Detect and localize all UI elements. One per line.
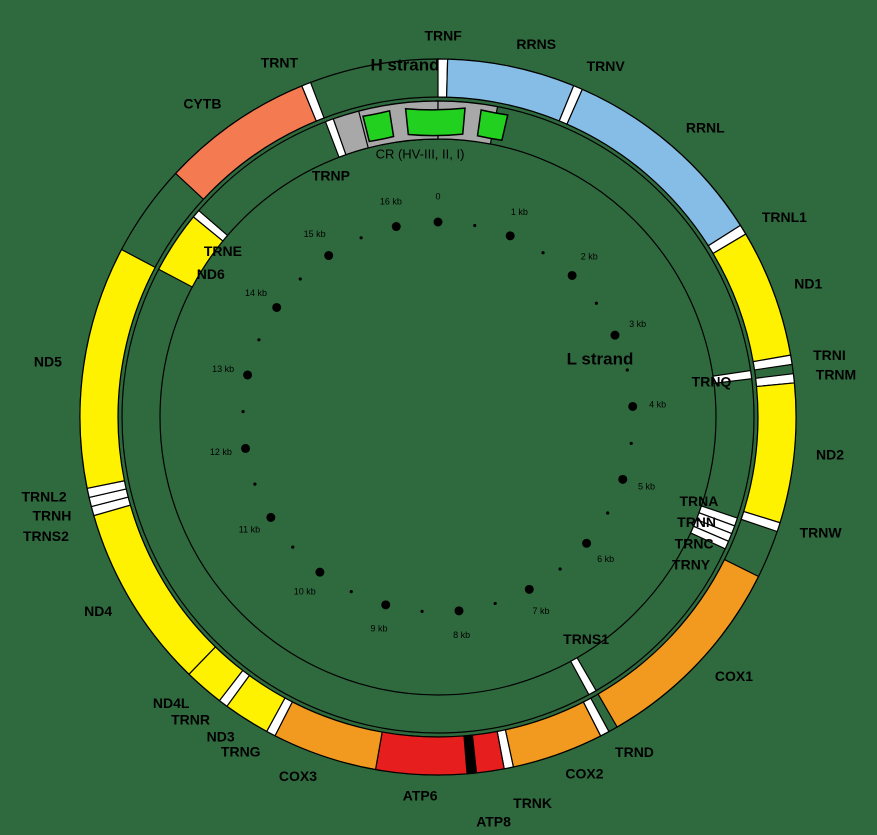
kb-dot-7 (525, 585, 534, 594)
hv-box-0 (478, 110, 508, 140)
seg-ATP6 (376, 732, 468, 775)
label-l-strand: L strand (567, 349, 634, 368)
label-COX3: COX3 (279, 768, 317, 784)
label-TRNY: TRNY (672, 556, 711, 572)
label-TRNR: TRNR (171, 712, 210, 728)
label-ND4L: ND4L (153, 695, 190, 711)
kb-label-12: 12 kb (210, 447, 232, 457)
kb-label-15: 15 kb (304, 229, 326, 239)
label-TRNE: TRNE (204, 243, 242, 259)
kb-label-2: 2 kb (581, 252, 598, 262)
kb-dot-5 (618, 475, 627, 484)
mtDNA-circular-map: TRNF RRNS TRNV RRNL TRNL1 ND1 TRNI TRNQ TRNM ND2 T… (0, 0, 877, 835)
kb-label-8: 8 kb (453, 630, 470, 640)
kb-dot-12 (241, 444, 250, 453)
kb-dot-6h (559, 567, 562, 570)
kb-dot-1h (541, 251, 544, 254)
kb-dot-13h (257, 338, 260, 341)
kb-dot-15 (324, 251, 333, 260)
kb-dot-16 (392, 222, 401, 231)
kb-dot-9 (381, 600, 390, 609)
kb-label-5: 5 kb (638, 482, 655, 492)
label-TRNP: TRNP (312, 167, 350, 183)
label-cr: CR (HV-III, II, I) (376, 146, 465, 161)
kb-dot-13 (243, 370, 252, 379)
kb-dot-14h (299, 277, 302, 280)
kb-dot-14 (272, 303, 281, 312)
kb-dot-3h (626, 368, 629, 371)
label-TRNS2: TRNS2 (23, 528, 69, 544)
kb-dot-10 (315, 568, 324, 577)
kb-dot-9h (350, 590, 353, 593)
label-TRNS1: TRNS1 (563, 631, 609, 647)
label-TRNH: TRNH (32, 508, 71, 524)
kb-dot-7h (494, 602, 497, 605)
kb-dot-10h (291, 546, 294, 549)
kb-label-7: 7 kb (532, 606, 549, 616)
hv-box-2 (363, 111, 394, 142)
kb-dot-3 (610, 331, 619, 340)
label-TRNG: TRNG (221, 744, 261, 760)
label-ND2: ND2 (816, 447, 844, 463)
kb-label-0: 0 (435, 191, 440, 201)
kb-dot-4h (630, 442, 633, 445)
label-ND1: ND1 (794, 276, 822, 292)
kb-label-14: 14 kb (245, 288, 267, 298)
label-TRNK: TRNK (513, 795, 552, 811)
label-ATP8: ATP8 (476, 814, 511, 830)
kb-label-13: 13 kb (212, 364, 234, 374)
label-ND4: ND4 (84, 603, 112, 619)
kb-dot-0h (473, 224, 476, 227)
label-COX2: COX2 (565, 766, 603, 782)
kb-label-3: 3 kb (629, 319, 646, 329)
label-ND3: ND3 (207, 729, 235, 745)
label-TRND: TRND (615, 744, 654, 760)
kb-dot-2 (568, 271, 577, 280)
kb-label-1: 1 kb (511, 207, 528, 217)
kb-label-9: 9 kb (371, 623, 388, 633)
label-COX1: COX1 (715, 668, 753, 684)
hv-box-1 (406, 108, 465, 135)
label-TRNW: TRNW (800, 525, 843, 541)
label-ATP6: ATP6 (403, 787, 438, 803)
label-TRNM: TRNM (816, 367, 856, 383)
kb-dot-11 (266, 513, 275, 522)
label-ND5: ND5 (34, 354, 62, 370)
label-TRNT: TRNT (261, 54, 299, 70)
kb-label-4: 4 kb (649, 400, 666, 410)
label-CYTB: CYTB (183, 95, 221, 111)
kb-dot-8h (420, 610, 423, 613)
kb-dot-1 (506, 231, 515, 240)
label-TRNQ: TRNQ (692, 373, 732, 389)
label-TRNC: TRNC (675, 535, 714, 551)
label-TRNN: TRNN (677, 514, 716, 530)
label-TRNL1: TRNL1 (762, 209, 807, 225)
kb-dot-8 (454, 606, 463, 615)
kb-dot-4 (628, 402, 637, 411)
label-TRNV: TRNV (587, 58, 626, 74)
label-TRNI: TRNI (813, 347, 846, 363)
kb-dot-2h (595, 302, 598, 305)
kb-label-10: 10 kb (294, 586, 316, 596)
label-h-strand: H strand (371, 55, 440, 74)
kb-label-16: 16 kb (380, 196, 402, 206)
kb-dot-0 (434, 218, 443, 227)
kb-label-6: 6 kb (597, 554, 614, 564)
label-TRNL2: TRNL2 (22, 488, 67, 504)
kb-label-11: 11 kb (239, 525, 260, 535)
label-TRNA: TRNA (679, 493, 718, 509)
label-TRNF: TRNF (424, 28, 462, 44)
kb-dot-5h (606, 511, 609, 514)
label-RRNS: RRNS (516, 36, 556, 52)
kb-dot-12h (241, 410, 244, 413)
kb-dot-15h (359, 236, 362, 239)
kb-dot-6 (582, 539, 591, 548)
label-ND6: ND6 (197, 266, 225, 282)
label-RRNL: RRNL (686, 120, 725, 136)
kb-dot-11h (253, 483, 256, 486)
